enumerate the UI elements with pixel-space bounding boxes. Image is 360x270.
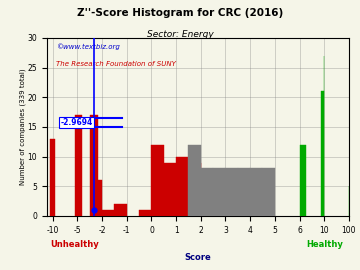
Bar bbox=[213, 168, 225, 216]
Y-axis label: Number of companies (339 total): Number of companies (339 total) bbox=[19, 69, 26, 185]
Text: Unhealthy: Unhealthy bbox=[50, 239, 99, 249]
Bar bbox=[50, 139, 55, 216]
Bar bbox=[90, 115, 98, 216]
Text: ©www.textbiz.org: ©www.textbiz.org bbox=[56, 43, 120, 50]
Text: -2.9694: -2.9694 bbox=[60, 118, 93, 127]
Bar bbox=[114, 204, 127, 216]
Bar bbox=[250, 168, 262, 216]
Bar bbox=[225, 168, 238, 216]
Bar bbox=[188, 145, 201, 216]
Bar bbox=[321, 91, 324, 216]
Bar bbox=[152, 145, 164, 216]
Bar bbox=[300, 145, 306, 216]
Bar bbox=[98, 180, 102, 216]
Bar bbox=[262, 168, 275, 216]
Bar bbox=[75, 115, 81, 216]
Bar bbox=[188, 163, 201, 216]
Text: Score: Score bbox=[185, 254, 211, 262]
Text: The Research Foundation of SUNY: The Research Foundation of SUNY bbox=[56, 61, 176, 67]
Bar bbox=[102, 210, 114, 216]
Bar bbox=[201, 168, 213, 216]
Text: Sector: Energy: Sector: Energy bbox=[147, 30, 213, 39]
Text: Z''-Score Histogram for CRC (2016): Z''-Score Histogram for CRC (2016) bbox=[77, 8, 283, 18]
Bar bbox=[176, 157, 188, 216]
Text: Healthy: Healthy bbox=[306, 239, 343, 249]
Bar bbox=[164, 163, 176, 216]
Bar bbox=[139, 210, 152, 216]
Bar bbox=[238, 168, 250, 216]
